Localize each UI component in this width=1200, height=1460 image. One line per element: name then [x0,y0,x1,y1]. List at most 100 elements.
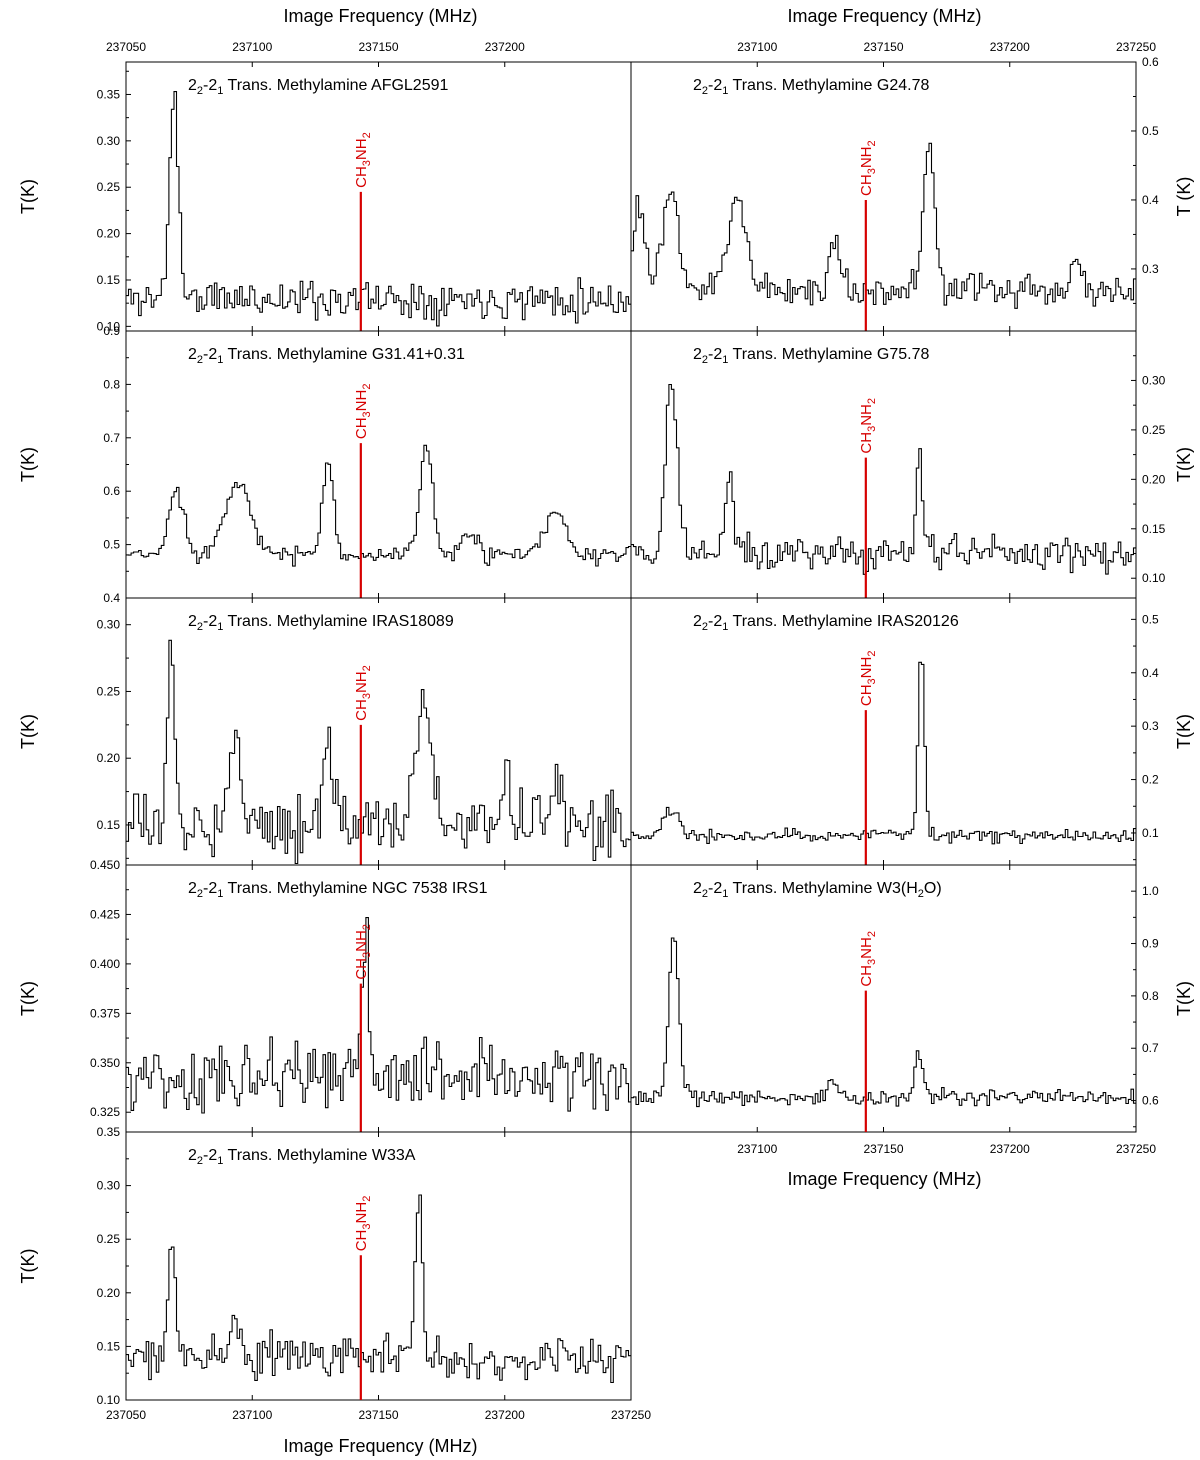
y-tick-label: 0.450 [90,858,120,872]
x-tick-label-top-left: 237100 [232,40,272,54]
panel-title: 22-21 Trans. Methylamine AFGL2591 [188,77,449,97]
methylamine-marker-label: CH3NH2 [858,931,878,987]
y-axis-label: T(K) [18,447,38,482]
y-tick-label: 0.30 [97,1179,121,1193]
y-tick-label: 0.6 [1142,55,1159,69]
y-tick-label: 0.350 [90,1056,120,1070]
y-tick-label: 0.30 [97,134,121,148]
y-tick-label: 0.10 [97,1393,121,1407]
y-tick-label: 0.10 [97,319,121,333]
x-tick-label-bottom-left: 237100 [232,1408,272,1422]
panel-4: CH3NH2 22-21 Trans. Methylamine G75.78 0.1… [630,330,1194,599]
methylamine-marker-label: CH3NH2 [858,651,878,707]
x-tick-label-top-left: 237050 [106,40,146,54]
x-tick-label-bottom-left: 237200 [485,1408,525,1422]
panel-title: 22-21 Trans. Methylamine IRAS20126 [693,613,959,633]
x-tick-label-bottom-left: 237150 [358,1408,398,1422]
y-tick-label: 0.15 [1142,522,1166,536]
panel-title: 22-21 Trans. Methylamine W33A [188,1147,416,1167]
x-axis-label-top-left: Image Frequency (MHz) [283,6,477,26]
spectrum-line [126,91,631,327]
panel-title: 22-21 Trans. Methylamine IRAS18089 [188,613,454,633]
y-tick-label: 0.5 [103,538,120,552]
methylamine-marker-label: CH3NH2 [858,140,878,196]
y-tick-label: 0.35 [97,1125,121,1139]
x-axis-label-bottom-left: Image Frequency (MHz) [283,1436,477,1456]
x-tick-label-bottom-left: 237250 [611,1408,651,1422]
x-tick-label-top-left: 237150 [358,40,398,54]
y-tick-label: 0.20 [97,1286,121,1300]
x-tick-label-bottom-right: 237250 [1116,1142,1156,1156]
panel-title: 22-21 Trans. Methylamine W3(H2O) [693,880,942,900]
y-tick-label: 0.30 [1142,373,1166,387]
y-axis-label: T(K) [1174,714,1194,749]
panel-8: CH3NH2 22-21 Trans. Methylamine W3(H2O) 0.… [630,864,1194,1133]
y-tick-label: 0.425 [90,907,120,921]
panel-1: CH3NH2 22-21 Trans. Methylamine AFGL2591 0… [18,61,632,333]
y-tick-label: 0.35 [97,87,121,101]
panel-9: CH3NH2 22-21 Trans. Methylamine W33A 0.10 0… [18,1125,632,1407]
x-tick-label-top-right: 237150 [863,40,903,54]
y-tick-label: 0.9 [103,324,120,338]
y-tick-label: 0.4 [1142,193,1159,207]
x-tick-label-bottom-right: 237200 [990,1142,1030,1156]
y-tick-label: 0.25 [97,180,121,194]
panel-7: CH3NH2 22-21 Trans. Methylamine NGC 7538 … [18,858,632,1133]
spectrum-line [126,917,631,1114]
y-tick-label: 0.20 [1142,472,1166,486]
x-axis-label-top-right: Image Frequency (MHz) [787,6,981,26]
y-tick-label: 0.9 [1142,937,1159,951]
y-tick-label: 0.25 [1142,423,1166,437]
x-tick-label-top-right: 237250 [1116,40,1156,54]
y-tick-label: 0.6 [103,484,120,498]
y-tick-label: 0.30 [97,618,121,632]
y-axis-label: T (K) [1174,177,1194,217]
y-axis-label: T(K) [18,1249,38,1284]
y-tick-label: 0.15 [97,818,121,832]
y-tick-label: 0.5 [1142,124,1159,138]
y-tick-label: 0.4 [1142,666,1159,680]
spectrum-line [631,661,1136,845]
y-tick-label: 0.3 [1142,719,1159,733]
spectrum-line [126,639,631,865]
y-tick-label: 0.20 [97,227,121,241]
spectrum-line [631,383,1136,575]
y-tick-label: 0.400 [90,957,120,971]
methylamine-marker-label: CH3NH2 [353,1196,373,1252]
y-axis-label: T(K) [1174,981,1194,1016]
panel-title: 22-21 Trans. Methylamine G24.78 [693,77,929,97]
y-tick-label: 0.375 [90,1006,120,1020]
panel-2: CH3NH2 22-21 Trans. Methylamine G24.78 0.3… [630,55,1194,332]
panel-title: 22-21 Trans. Methylamine G31.41+0.31 [188,346,465,366]
methylamine-marker-label: CH3NH2 [353,924,373,980]
y-tick-label: 0.25 [97,1232,121,1246]
x-tick-label-top-left: 237200 [485,40,525,54]
y-tick-label: 0.325 [90,1105,120,1119]
spectrum-line [631,937,1136,1108]
y-tick-label: 0.15 [97,273,121,287]
methylamine-marker-label: CH3NH2 [353,384,373,440]
panel-5: CH3NH2 22-21 Trans. Methylamine IRAS18089… [18,597,632,866]
x-tick-label-top-right: 237200 [990,40,1030,54]
methylamine-marker-label: CH3NH2 [353,665,373,721]
y-tick-label: 0.5 [1142,612,1159,626]
y-axis-label: T(K) [18,981,38,1016]
y-tick-label: 0.8 [103,377,120,391]
y-tick-label: 0.7 [1142,1041,1159,1055]
y-axis-label: T(K) [18,714,38,749]
y-tick-label: 0.4 [103,591,120,605]
panel-3: CH3NH2 22-21 Trans. Methylamine G31.41+0.… [18,324,632,605]
y-axis-label: T(K) [1174,447,1194,482]
y-tick-label: 0.10 [1142,571,1166,585]
y-tick-label: 1.0 [1142,884,1159,898]
panel-frame [125,1131,632,1401]
y-axis-label: T(K) [18,179,38,214]
panel-title: 22-21 Trans. Methylamine G75.78 [693,346,929,366]
methylamine-marker-label: CH3NH2 [858,398,878,454]
x-axis-label-bottom-right: Image Frequency (MHz) [787,1169,981,1189]
panel-title: 22-21 Trans. Methylamine NGC 7538 IRS1 [188,880,488,900]
panel-6: CH3NH2 22-21 Trans. Methylamine IRAS20126… [630,597,1194,866]
spectrum-line [126,1194,631,1384]
x-tick-label-bottom-right: 237150 [863,1142,903,1156]
